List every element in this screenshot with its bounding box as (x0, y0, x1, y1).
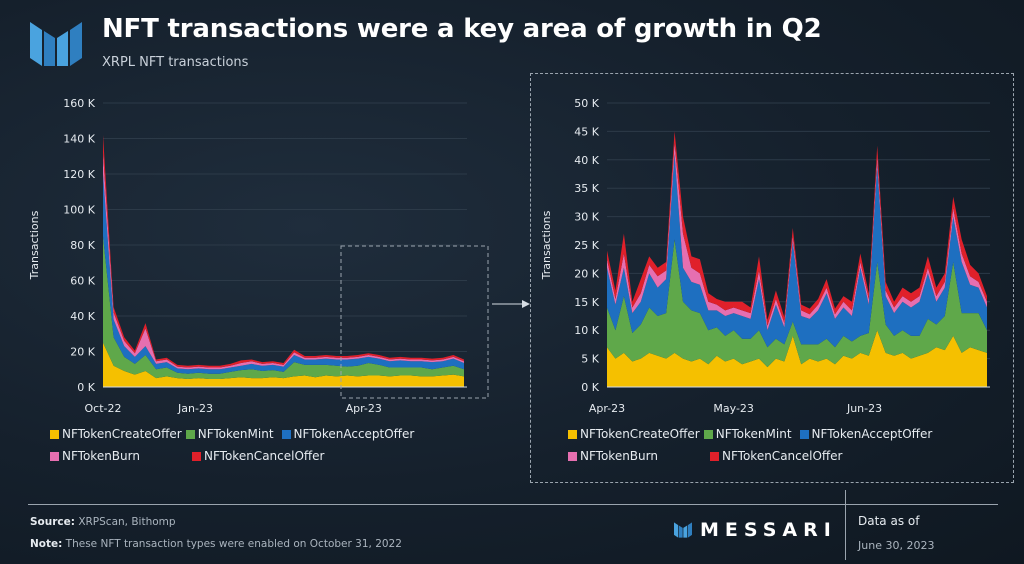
x-tick-label: Jun-23 (846, 402, 882, 415)
legend-item-mint: NFTokenMint (703, 427, 792, 441)
zoom-arrow-icon (522, 300, 530, 308)
legend-item-acceptoffer: NFTokenAcceptOffer (281, 427, 415, 441)
legend-item-createoffer: NFTokenCreateOffer (50, 427, 182, 441)
legend-row: NFTokenBurn NFTokenCancelOffer (568, 445, 936, 467)
legend-swatch (50, 429, 59, 439)
messari-logo (30, 22, 82, 66)
legend-item-burn: NFTokenBurn (568, 449, 706, 463)
legend-label: NFTokenCreateOffer (62, 427, 182, 441)
legend-label: NFTokenCancelOffer (204, 449, 325, 463)
legend-swatch (710, 451, 719, 461)
legend-label: NFTokenAcceptOffer (811, 427, 933, 441)
y-tick-label: 10 K (574, 324, 599, 337)
y-tick-label: 25 K (574, 239, 599, 252)
y-axis-label: Transactions (540, 210, 553, 280)
x-tick-label: Jan-23 (177, 402, 213, 415)
legend-item-burn: NFTokenBurn (50, 449, 188, 463)
legend-label: NFTokenMint (197, 427, 274, 441)
legend-row: NFTokenCreateOffer NFTokenMint NFTokenAc… (50, 423, 418, 445)
legend-label: NFTokenBurn (62, 449, 140, 463)
brand-name: MESSARI (700, 519, 837, 541)
legend-item-acceptoffer: NFTokenAcceptOffer (799, 427, 933, 441)
y-tick-label: 60 K (70, 275, 95, 288)
y-tick-label: 100 K (63, 204, 95, 217)
y-tick-label: 160 K (63, 97, 95, 110)
legend-swatch (799, 429, 809, 439)
y-tick-label: 20 K (70, 346, 95, 359)
x-tick-label: Apr-23 (589, 402, 625, 415)
zoom-inset-frame (530, 73, 1014, 483)
footer-divider-line (28, 504, 998, 505)
x-tick-label: May-23 (713, 402, 754, 415)
legend-swatch (568, 429, 577, 439)
legend-item-canceloffer: NFTokenCancelOffer (710, 449, 843, 463)
legend-label: NFTokenBurn (580, 449, 658, 463)
area-nftokencreateoffer (103, 342, 464, 387)
y-axis-label: Transactions (28, 210, 41, 280)
legend-label: NFTokenMint (715, 427, 792, 441)
y-tick-label: 45 K (574, 125, 599, 138)
y-tick-label: 30 K (574, 211, 599, 224)
legend-swatch (703, 429, 713, 439)
brand-mark: MESSARI (672, 519, 837, 541)
area-nftokenburn (103, 152, 464, 370)
zoom-selection-box (340, 245, 489, 399)
legend-row: NFTokenCreateOffer NFTokenMint NFTokenAc… (568, 423, 936, 445)
y-tick-label: 15 K (574, 296, 599, 309)
legend-item-mint: NFTokenMint (185, 427, 274, 441)
y-tick-label: 140 K (63, 133, 95, 146)
y-tick-label: 0 K (77, 381, 95, 394)
legend-left: NFTokenCreateOffer NFTokenMint NFTokenAc… (50, 423, 418, 467)
area-nftokenmint (103, 236, 464, 380)
area-nftokencreateoffer (607, 330, 987, 387)
legend-swatch (281, 429, 291, 439)
y-tick-label: 120 K (63, 168, 95, 181)
y-tick-label: 5 K (581, 353, 599, 366)
legend-right: NFTokenCreateOffer NFTokenMint NFTokenAc… (568, 423, 936, 467)
page-title: NFT transactions were a key area of grow… (102, 14, 822, 44)
data-as-of-date: June 30, 2023 (858, 539, 935, 552)
area-nftokencanceloffer (103, 134, 464, 368)
area-nftokenacceptoffer (607, 154, 987, 348)
legend-swatch (185, 429, 195, 439)
y-tick-label: 40 K (70, 310, 95, 323)
area-nftokenburn (607, 142, 987, 331)
y-tick-label: 50 K (574, 97, 599, 110)
footer-vertical-divider (845, 490, 846, 560)
legend-label: NFTokenCancelOffer (722, 449, 843, 463)
area-nftokenacceptoffer (103, 174, 464, 374)
legend-item-createoffer: NFTokenCreateOffer (568, 427, 700, 441)
area-nftokencanceloffer (607, 131, 987, 326)
legend-swatch (192, 451, 201, 461)
y-tick-label: 80 K (70, 239, 95, 252)
y-tick-label: 40 K (574, 154, 599, 167)
messari-small-logo-icon (674, 522, 692, 538)
legend-label: NFTokenAcceptOffer (293, 427, 415, 441)
legend-row: NFTokenBurn NFTokenCancelOffer (50, 445, 418, 467)
data-as-of-label: Data as of (858, 514, 920, 528)
footnote: Note: These NFT transaction types were e… (30, 538, 402, 550)
x-tick-label: Apr-23 (346, 402, 382, 415)
legend-swatch (50, 451, 59, 461)
y-tick-label: 35 K (574, 182, 599, 195)
legend-swatch (568, 451, 577, 461)
y-tick-label: 0 K (581, 381, 599, 394)
x-tick-label: Oct-22 (85, 402, 122, 415)
source-note: Source: XRPScan, Bithomp (30, 516, 176, 528)
y-tick-label: 20 K (574, 267, 599, 280)
legend-label: NFTokenCreateOffer (580, 427, 700, 441)
area-nftokenmint (607, 239, 987, 368)
page-subtitle: XRPL NFT transactions (102, 55, 249, 70)
legend-item-canceloffer: NFTokenCancelOffer (192, 449, 325, 463)
